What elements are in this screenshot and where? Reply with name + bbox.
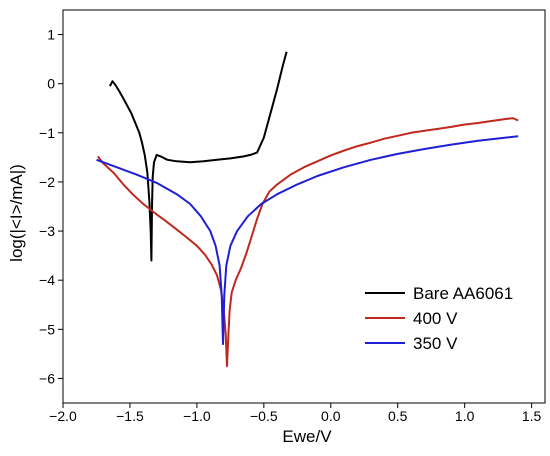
y-tick-label: −6	[39, 370, 55, 386]
y-tick-label: 0	[47, 76, 55, 92]
axes-layer: −2.0 −1.5 −1.0 −0.5 0.0 0.5 1.0 1.5 1 0 −1 −2 −3 −4 −5…	[39, 9, 546, 424]
x-axis-title: Ewe/V	[282, 427, 332, 446]
series-line-350-v	[96, 135, 519, 346]
series-line-bare-aa6061	[109, 51, 288, 262]
legend-label: 350 V	[413, 334, 458, 353]
legend-label: Bare AA6061	[413, 284, 513, 303]
y-tick-label: −2	[39, 174, 55, 190]
x-tick-label: −1.5	[116, 408, 144, 424]
y-tick-label: −1	[39, 125, 55, 141]
legend: Bare AA6061 400 V 350 V	[365, 284, 513, 353]
x-tick-label: −2.0	[49, 408, 77, 424]
series-layer	[96, 51, 519, 368]
y-tick-label: −3	[39, 223, 55, 239]
y-axis-title: log(|<I>/mA|)	[7, 164, 26, 262]
x-tick-label: 1.5	[522, 408, 542, 424]
y-tick-label: 1	[47, 27, 55, 43]
plot-frame	[62, 9, 546, 404]
x-tick-label: 0.0	[321, 408, 341, 424]
y-tick-label: −4	[39, 272, 55, 288]
legend-label: 400 V	[413, 309, 458, 328]
series-line-400-v	[97, 117, 519, 368]
x-tick-label: −0.5	[250, 408, 278, 424]
y-tick-label: −5	[39, 321, 55, 337]
x-tick-label: −1.0	[183, 408, 211, 424]
x-tick-label: 1.0	[455, 408, 475, 424]
x-tick-label: 0.5	[388, 408, 408, 424]
